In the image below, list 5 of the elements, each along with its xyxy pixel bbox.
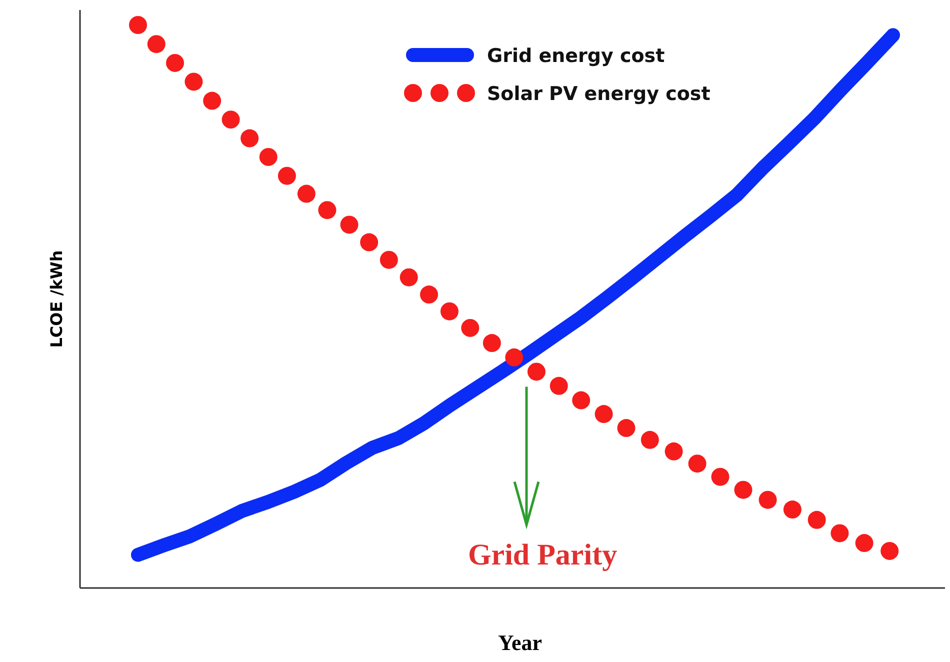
- y-axis-title: LCOE /kWh: [47, 250, 66, 348]
- annotation: Grid Parity: [468, 538, 618, 572]
- legend-label: Solar PV energy cost: [487, 83, 710, 105]
- legend-label: Grid energy cost: [487, 45, 665, 67]
- x-axis-title: Year: [498, 630, 542, 655]
